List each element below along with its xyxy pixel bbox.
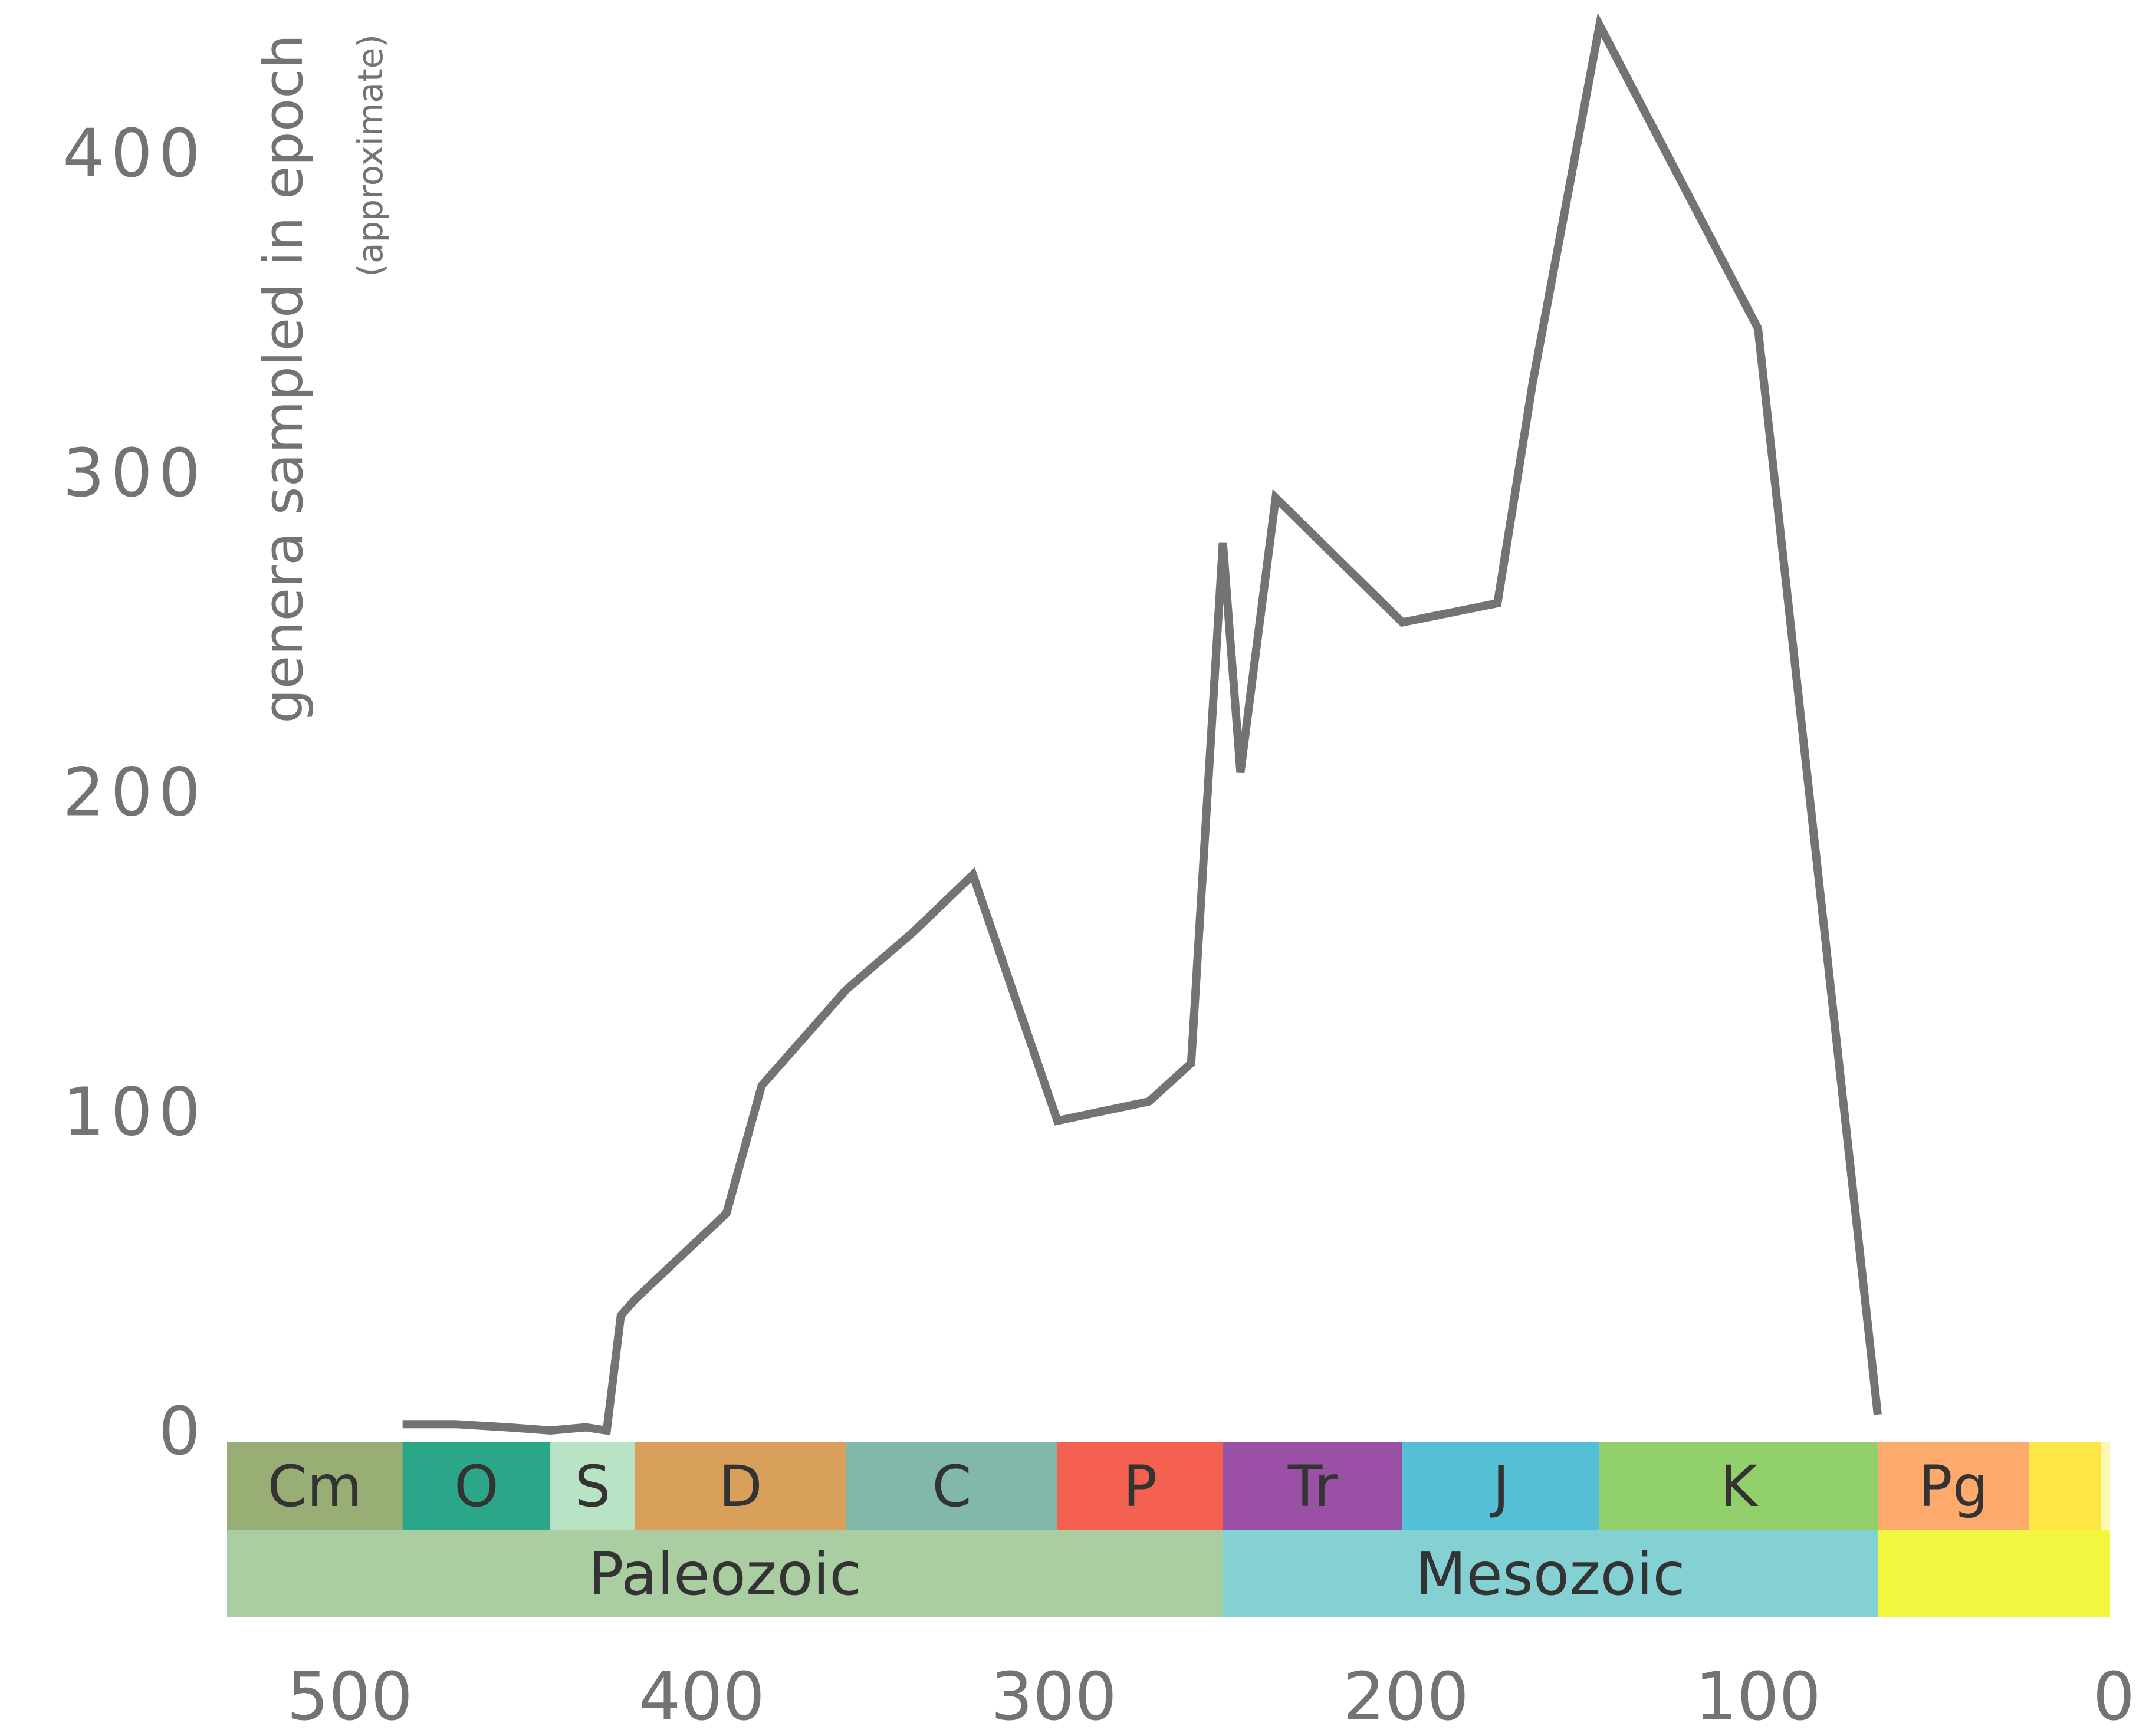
y-tick-label: 400 — [63, 116, 206, 192]
y-tick-label: 300 — [63, 435, 206, 512]
x-tick-label: 100 — [1695, 1659, 1821, 1735]
period-label: O — [454, 1454, 499, 1520]
period-label: Cm — [268, 1454, 363, 1520]
y-tick-label: 200 — [63, 755, 206, 831]
era-label: Paleozoic — [588, 1540, 862, 1609]
period-box — [1057, 1442, 1223, 1530]
period-box — [635, 1442, 846, 1530]
series-group — [402, 12, 1882, 1435]
x-tick-label: 0 — [2093, 1659, 2135, 1735]
period-label: S — [574, 1454, 610, 1520]
period-box — [2029, 1442, 2101, 1530]
era-box — [1223, 1530, 1878, 1617]
x-axis-ticks: 500 400 300 200 100 0 — [287, 1659, 2135, 1735]
period-band: Cm O S D C P Tr J K Pg — [227, 1442, 2110, 1530]
x-tick-label: 200 — [1343, 1659, 1469, 1735]
era-box — [1877, 1530, 2110, 1617]
y-axis-label-group: genera sampled in epoch (approximate) — [252, 34, 390, 724]
period-label: P — [1123, 1454, 1157, 1520]
x-tick-label: 500 — [287, 1659, 413, 1735]
y-axis-ticks: 0 100 200 300 400 — [63, 116, 206, 1470]
period-box — [1877, 1442, 2029, 1530]
x-tick-label: 300 — [991, 1659, 1117, 1735]
period-box — [846, 1442, 1057, 1530]
y-axis-label: genera sampled in epoch — [252, 34, 315, 724]
series-line — [402, 12, 1882, 1435]
period-box — [2101, 1442, 2110, 1530]
period-box — [550, 1442, 635, 1530]
period-box — [1599, 1442, 1878, 1530]
period-box — [402, 1442, 551, 1530]
period-label: Pg — [1918, 1454, 1989, 1520]
era-band: Paleozoic Mesozoic — [227, 1530, 2110, 1617]
period-label: C — [932, 1454, 971, 1520]
era-label: Mesozoic — [1415, 1540, 1685, 1609]
x-tick-label: 400 — [639, 1659, 765, 1735]
period-label: K — [1720, 1454, 1759, 1520]
era-box — [227, 1530, 1223, 1617]
y-axis-label-note: (approximate) — [350, 34, 390, 277]
period-box — [1223, 1442, 1403, 1530]
period-box — [227, 1442, 403, 1530]
period-label: J — [1490, 1454, 1509, 1520]
y-tick-label: 100 — [63, 1074, 206, 1150]
period-label: Tr — [1287, 1454, 1338, 1520]
period-box — [1402, 1442, 1600, 1530]
y-tick-label: 0 — [159, 1393, 206, 1470]
period-label: D — [719, 1454, 763, 1520]
